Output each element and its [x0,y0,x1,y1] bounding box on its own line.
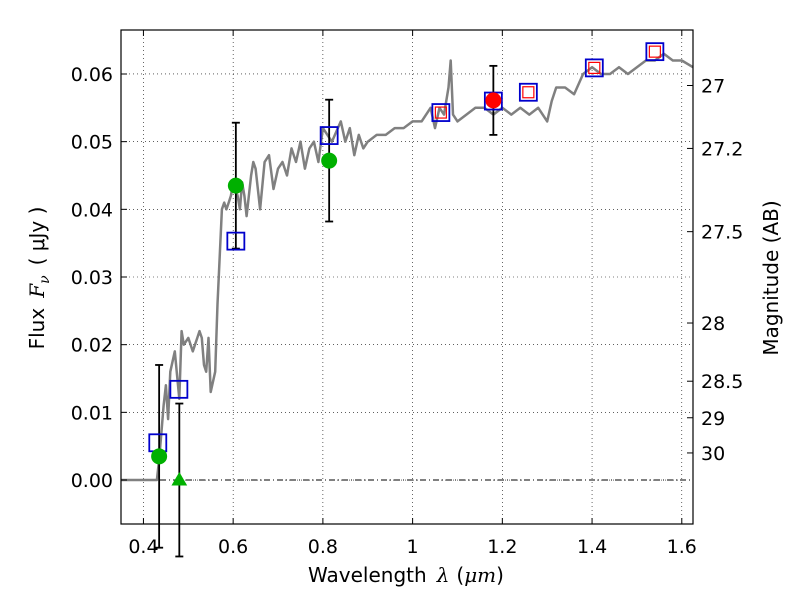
mag-tick-label-2: 27.5 [701,222,743,244]
model-band-square-8 [645,42,665,62]
model-spectrum-line [121,52,694,482]
y-axis-label-text: Flux [25,308,49,350]
markers [148,42,665,486]
x-tick-label-2: 0.8 [308,536,338,558]
model-band-square-7 [584,58,604,78]
ir-band-square-1 [522,86,535,99]
y-axis-flux-symbol: F [25,283,49,299]
x-axis-paren-open: ( [456,563,464,587]
plot-background [121,30,693,524]
model-band-square-1 [169,379,189,399]
mag-tick-label-5: 29 [701,408,725,430]
y-tick-label-6: 0.06 [71,64,113,86]
y-tick-label-5: 0.05 [71,132,113,154]
x-axis-unit: μm [464,563,496,587]
y-axis-unit: ( μJy ) [25,207,49,266]
ir-band-square-3 [648,45,661,58]
model-band-square-2 [226,231,246,251]
y-axis-flux-subscript: ν [37,275,53,284]
mag-tick-label-6: 30 [701,443,725,465]
observed-red-point-0 [485,92,502,109]
mag-tick-label-3: 28 [701,313,725,335]
x-tick-label-4: 1.2 [487,536,517,558]
upper-limit-triangle-0 [171,472,188,486]
x-axis-label: Wavelength λ (μm) [308,563,504,587]
y-axis-label: Flux Fν ( μJy ) [25,207,53,350]
ir-band-square-0 [434,106,447,119]
x-tick-label-6: 1.6 [667,536,697,558]
x-tick-label-3: 1 [407,536,419,558]
x-tick-label-5: 1.4 [577,536,607,558]
observed-green-point-0 [151,448,168,465]
x-tick-label-1: 0.6 [218,536,248,558]
y-tick-label-0: 0.00 [71,470,113,492]
ir-band-square-2 [588,61,601,74]
x-tick-label-0: 0.4 [128,536,158,558]
y-tick-label-1: 0.01 [71,402,113,424]
x-axis-label-text: Wavelength [308,563,427,587]
model-band-square-4 [431,103,451,122]
model-spectrum [121,52,694,482]
observed-green-point-1 [227,177,244,194]
mag-tick-label-0: 27 [701,75,725,97]
y2-axis-label: Magnitude (AB) [759,200,783,355]
mag-tick-label-4: 28.5 [701,371,743,393]
model-band-square-3 [319,126,339,145]
y-tick-label-3: 0.03 [71,267,113,289]
y-tick-label-4: 0.04 [71,199,113,221]
ticks: 0.4 0.6 0.8 1 1.2 1.4 1.6 0.00 0.01 0.02 0.03 0.04 0… [71,30,743,558]
model-band-square-6 [518,82,538,102]
observed-green-point-2 [321,152,338,169]
mag-tick-label-1: 27.2 [701,138,743,160]
x-axis-paren-close: ) [496,563,504,587]
x-axis-lambda-symbol: λ [436,563,450,587]
y-tick-label-2: 0.02 [71,335,113,357]
